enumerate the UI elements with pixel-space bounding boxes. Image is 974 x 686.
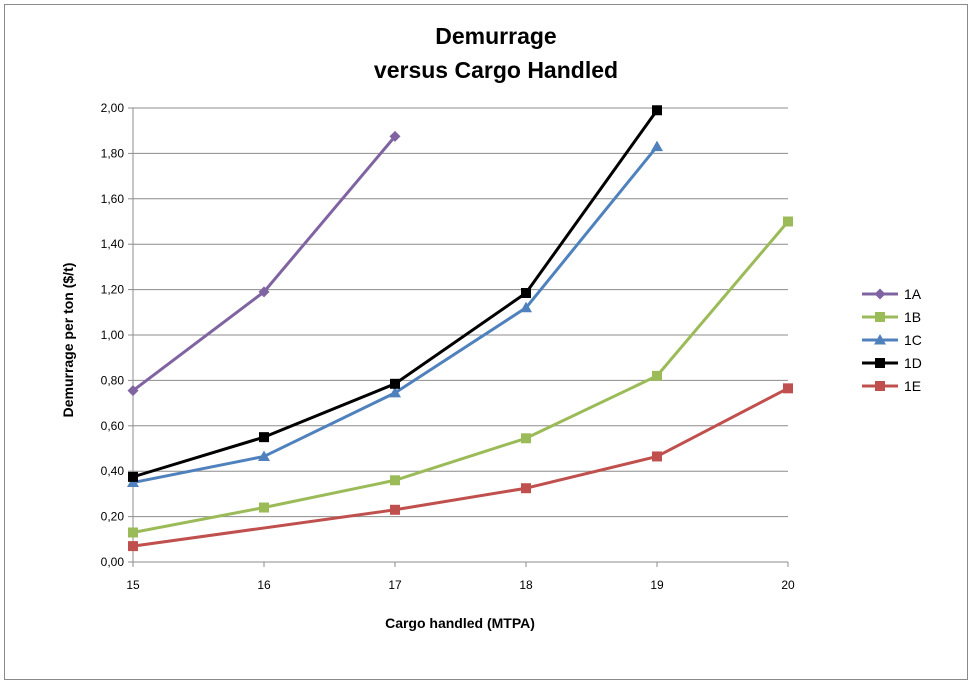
data-point-1B (783, 216, 793, 227)
series-1D (128, 105, 662, 482)
y-tick-label: 0,00 (101, 555, 125, 569)
legend-item-1A: 1A (862, 286, 922, 302)
x-tick-label: 18 (519, 578, 533, 592)
y-tick-labels: 0,00 0,20 0,40 0,60 0,80 1,00 1,20 1,40 1,60 1,80… (101, 101, 125, 569)
chart-title-line-2: versus Cargo Handled (374, 57, 618, 83)
legend-item-1B: 1B (862, 309, 921, 325)
legend-marker (875, 358, 885, 368)
series-line-1A (132, 135, 397, 392)
legend-item-1E: 1E (862, 378, 921, 394)
data-point-1C (258, 450, 270, 461)
series-1B (128, 216, 793, 538)
y-tick-label: 0,80 (101, 373, 125, 387)
x-tick-label: 15 (126, 578, 140, 592)
data-point-1C (520, 301, 532, 313)
series-line-1B (132, 220, 790, 534)
x-axis-title: Cargo handled (MTPA) (385, 615, 535, 631)
y-tick-label: 1,00 (101, 328, 125, 342)
data-point-1E (390, 504, 400, 515)
data-point-1B (521, 433, 531, 444)
y-tick-label: 0,40 (101, 464, 125, 478)
y-tick-label: 1,20 (101, 283, 125, 297)
y-tick-label: 1,40 (101, 237, 125, 251)
data-point-1D (652, 105, 662, 116)
data-point-1A (389, 130, 401, 142)
series-line-1E (132, 387, 789, 548)
legend-label: 1B (904, 309, 921, 325)
x-tick-label: 19 (650, 578, 664, 592)
data-point-1C (389, 386, 401, 398)
legend-label: 1D (904, 355, 922, 371)
x-tick-label: 16 (257, 578, 271, 592)
data-point-1E (128, 541, 138, 552)
legend: 1A 1B 1C 1D 1E (862, 286, 922, 394)
chart-title-line-1: Demurrage (435, 23, 556, 49)
data-point-1A (258, 286, 270, 298)
gridlines (128, 107, 789, 567)
y-tick-label: 0,20 (101, 510, 125, 524)
data-point-1C (651, 140, 663, 152)
x-tick-label: 20 (781, 578, 795, 592)
legend-marker (874, 288, 886, 300)
legend-marker (875, 381, 885, 391)
series-1A (127, 130, 401, 397)
data-point-1B (259, 502, 269, 513)
series-1C (127, 140, 663, 488)
x-tick-label: 17 (388, 578, 402, 592)
data-point-1E (783, 383, 793, 394)
data-point-1D (390, 378, 400, 389)
legend-item-1C: 1C (862, 332, 922, 348)
data-point-1A (127, 385, 139, 397)
series-1E (128, 383, 793, 552)
legend-label: 1E (904, 378, 921, 394)
data-point-1E (521, 483, 531, 494)
series-group (127, 105, 793, 552)
legend-item-1D: 1D (862, 355, 922, 371)
y-tick-label: 2,00 (101, 101, 125, 115)
series-line-1C (132, 145, 659, 485)
series-line-1D (132, 109, 659, 479)
y-tick-label: 1,80 (101, 146, 125, 160)
data-point-1D (521, 288, 531, 299)
y-tick-label: 0,60 (101, 419, 125, 433)
y-axis-title: Demurrage per ton ($/t) (60, 263, 76, 418)
legend-marker (875, 312, 885, 322)
legend-label: 1C (904, 332, 922, 348)
legend-label: 1A (904, 286, 922, 302)
legend-marker (874, 334, 886, 345)
data-point-1B (390, 475, 400, 486)
data-point-1B (652, 370, 662, 381)
chart-frame (4, 4, 968, 680)
data-point-1D (259, 432, 269, 443)
data-point-1D (128, 471, 138, 482)
data-point-1B (128, 527, 138, 538)
data-point-1E (652, 451, 662, 462)
x-tick-labels: 15 16 17 18 19 20 (126, 578, 795, 592)
y-tick-label: 1,60 (101, 192, 125, 206)
